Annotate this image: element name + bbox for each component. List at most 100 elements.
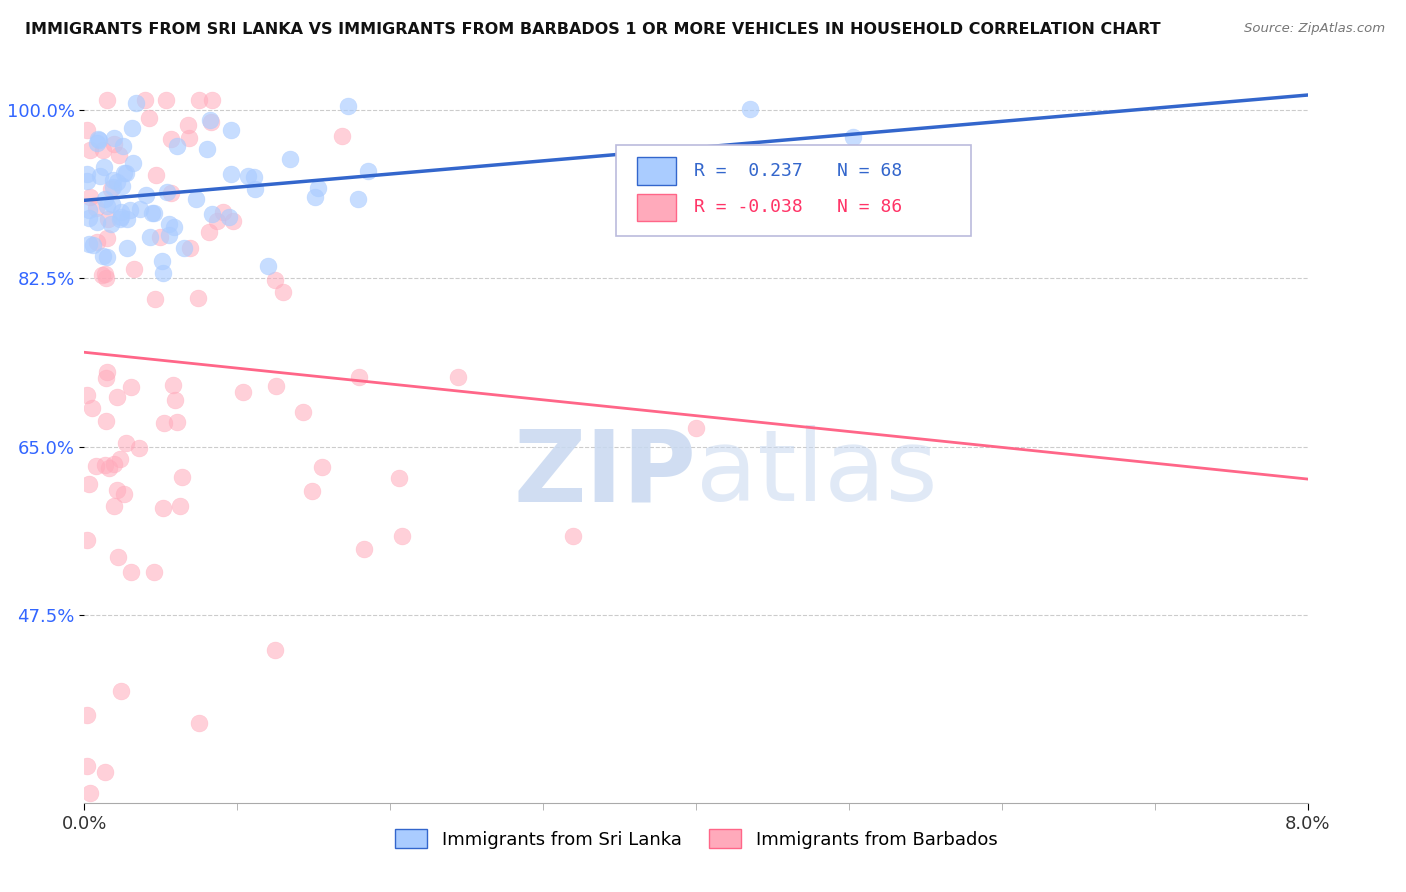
Point [118,203,141,218]
Point [94,764,117,779]
Point [91,143,114,157]
Point [685,420,707,434]
Point [103,457,125,471]
Point [291,405,314,419]
Point [143,292,166,306]
Point [108,452,131,467]
Point [76,388,98,402]
Point [110,684,132,698]
Point [86,136,108,150]
Point [87,133,110,147]
Point [346,192,368,206]
Point [200,112,222,127]
Point [96,93,118,107]
Point [111,139,134,153]
Point [157,217,180,231]
Point [561,529,583,543]
Point [103,499,125,513]
Point [842,129,865,144]
Point [388,471,411,485]
Point [87,131,110,145]
Point [142,565,165,579]
FancyBboxPatch shape [616,145,972,235]
Point [200,115,222,129]
Point [134,93,156,107]
Point [243,170,266,185]
Point [142,205,165,219]
Point [77,211,100,225]
Point [100,217,122,231]
Point [108,211,131,226]
Point [77,476,100,491]
Point [153,416,176,430]
Point [76,707,98,722]
Point [90,268,112,283]
Point [101,180,124,194]
Legend: Immigrants from Sri Lanka, Immigrants from Barbados: Immigrants from Sri Lanka, Immigrants fr… [388,822,1004,856]
Point [201,207,224,221]
Point [89,169,111,184]
Text: ZIP: ZIP [513,425,696,522]
FancyBboxPatch shape [637,157,676,185]
Text: R =  0.237: R = 0.237 [693,161,803,180]
Point [152,267,174,281]
Point [94,413,117,427]
Text: N = 86: N = 86 [837,198,901,217]
Point [105,175,128,189]
Point [176,118,198,132]
Point [103,131,125,145]
Point [166,415,188,429]
Point [112,166,135,180]
Point [219,167,242,181]
Point [349,370,371,384]
Point [111,178,134,193]
Point [97,211,120,226]
Point [184,192,207,206]
Point [357,164,380,178]
Text: Source: ZipAtlas.com: Source: ZipAtlas.com [1244,22,1385,36]
Point [82,401,104,415]
Point [112,486,135,500]
Point [76,123,98,137]
Point [103,136,125,151]
Point [447,369,470,384]
Point [100,182,122,196]
Point [304,190,326,204]
Point [76,174,98,188]
Point [135,187,157,202]
Point [201,93,224,107]
Text: N = 68: N = 68 [837,161,901,180]
Point [105,390,128,404]
Point [236,169,259,184]
Point [172,470,194,484]
Point [94,371,117,385]
Point [93,249,115,263]
Point [79,143,101,157]
Point [165,393,187,408]
Point [263,642,285,657]
Point [173,241,195,255]
Point [264,379,287,393]
Point [163,219,186,234]
Point [94,267,117,281]
Point [353,542,375,557]
Point [84,201,107,215]
Point [96,230,118,244]
Point [330,129,353,144]
Point [76,758,98,772]
Point [120,565,142,579]
Point [160,186,183,201]
Point [145,168,167,182]
Point [301,483,323,498]
Point [179,241,201,255]
Point [115,211,138,226]
Point [169,499,191,513]
Point [336,98,359,112]
Point [98,461,121,475]
Point [77,237,100,252]
Point [86,235,108,249]
Point [94,193,117,207]
Point [86,215,108,229]
Point [197,225,219,239]
Point [787,160,810,174]
